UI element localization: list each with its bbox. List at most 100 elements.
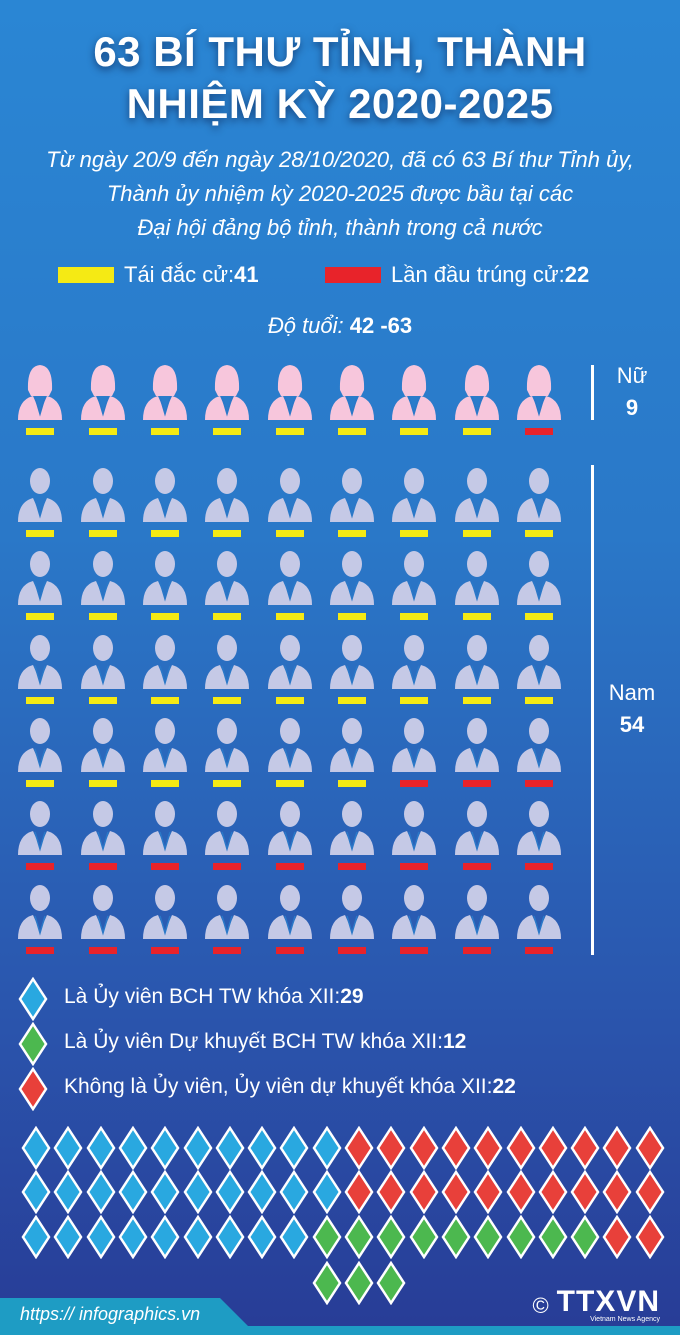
- footer-bar: [0, 1326, 680, 1335]
- first-elected-bar: [400, 779, 428, 787]
- reelected-bar: [151, 530, 179, 537]
- male-person-icon: [81, 717, 125, 787]
- reelected-bar: [338, 530, 366, 537]
- male-person-icon: [205, 551, 249, 621]
- blue-diamond-icon: [53, 1170, 83, 1214]
- membership-value: 22: [492, 1075, 516, 1098]
- male-person-icon: [143, 801, 187, 871]
- female-person-icon: [81, 365, 125, 435]
- red-diamond-icon: [635, 1215, 665, 1259]
- reelected-bar: [276, 530, 304, 537]
- reelected-bar: [276, 428, 304, 435]
- green-diamond-icon: [409, 1215, 439, 1259]
- male-label: Nam: [608, 680, 656, 705]
- reelected-bar: [213, 530, 241, 537]
- male-person-icon: [18, 801, 62, 871]
- male-person-icon: [392, 468, 436, 537]
- male-person-icon: [268, 717, 312, 787]
- footer-url[interactable]: https:// infographics.vn: [0, 1298, 250, 1328]
- green-diamond-icon: [441, 1215, 471, 1259]
- male-person-icon: [517, 551, 561, 621]
- blue-diamond-icon: [86, 1170, 116, 1214]
- age-label: Độ tuổi:: [267, 313, 350, 338]
- reelected-bar: [463, 530, 491, 537]
- legend-reelected: Tái đắc cử: 41: [58, 262, 259, 288]
- male-person-icon: [330, 634, 374, 704]
- male-person-icon: [268, 801, 312, 871]
- first-elected-bar: [463, 863, 491, 871]
- blue-diamond-icon: [183, 1126, 212, 1170]
- divider: [591, 465, 594, 955]
- red-swatch: [325, 267, 381, 283]
- reelected-bar: [26, 696, 54, 704]
- reelected-bar: [26, 613, 54, 621]
- red-diamond-icon: [538, 1170, 568, 1214]
- red-diamond-icon: [635, 1126, 665, 1170]
- reelected-bar: [276, 696, 304, 704]
- blue-diamond-icon: [53, 1126, 83, 1170]
- blue-diamond-icon: [279, 1215, 309, 1259]
- membership-legend-item: Là Ủy viên Dự khuyết BCH TW khóa XII: 12: [18, 1021, 467, 1067]
- male-person-icon: [81, 634, 125, 704]
- legend-first-elected: Lần đầu trúng cử: 22: [325, 262, 589, 288]
- red-diamond-icon: [538, 1126, 568, 1170]
- male-person-icon: [330, 884, 374, 954]
- reelected-bar: [338, 613, 366, 621]
- green-diamond-icon: [538, 1215, 568, 1259]
- male-person-icon: [517, 634, 561, 704]
- divider: [591, 365, 594, 420]
- reelected-bar: [463, 428, 491, 435]
- reelected-bar: [400, 428, 428, 435]
- reelected-bar: [463, 696, 491, 704]
- subtitle: Từ ngày 20/9 đến ngày 28/10/2020, đã có …: [0, 143, 680, 245]
- male-person-icon: [455, 717, 499, 787]
- male-person-icon: [455, 801, 499, 871]
- male-person-icon: [81, 884, 125, 954]
- agency-text: Vietnam News Agency: [590, 1316, 660, 1323]
- female-group-label: Nữ 9: [602, 360, 662, 424]
- blue-diamond-icon: [247, 1126, 277, 1170]
- female-person-icon: [392, 365, 436, 435]
- green-diamond-icon: [506, 1215, 535, 1259]
- first-elected-bar: [525, 946, 553, 954]
- first-elected-bar: [338, 863, 366, 871]
- female-person-icon: [268, 365, 312, 435]
- male-person-icon: [81, 551, 125, 621]
- age-value: 42 -63: [349, 313, 413, 338]
- first-elected-bar: [338, 946, 366, 954]
- green-diamond-icon: [18, 1021, 48, 1067]
- reelected-bar: [400, 696, 428, 704]
- male-person-icon: [18, 551, 62, 621]
- male-person-icon: [455, 634, 499, 704]
- blue-diamond-icon: [18, 976, 48, 1022]
- blue-diamond-icon: [53, 1215, 83, 1259]
- male-person-icon: [455, 468, 499, 537]
- title-line-2: NHIỆM KỲ 2020-2025: [126, 80, 554, 127]
- blue-diamond-icon: [150, 1170, 180, 1214]
- reelected-bar: [463, 613, 491, 621]
- reelected-bar: [26, 428, 54, 435]
- reelected-bar: [89, 530, 117, 537]
- first-elected-bar: [89, 863, 117, 871]
- male-person-icon: [268, 884, 312, 954]
- red-diamond-icon: [376, 1170, 406, 1214]
- male-count: 54: [619, 712, 645, 737]
- male-person-icon: [268, 468, 312, 537]
- blue-diamond-icon: [279, 1126, 309, 1170]
- logo-text: TTXVN: [556, 1285, 660, 1318]
- male-person-icon: [18, 468, 62, 537]
- male-person-icon: [517, 801, 561, 871]
- red-diamond-icon: [344, 1170, 374, 1214]
- female-count: 9: [625, 395, 639, 420]
- red-diamond-icon: [635, 1170, 665, 1214]
- first-elected-bar: [213, 863, 241, 871]
- membership-value: 29: [340, 985, 364, 1008]
- ttxvn-logo: © TTXVN Vietnam News Agency: [532, 1285, 660, 1324]
- red-diamond-icon: [409, 1126, 439, 1170]
- age-range: Độ tuổi: 42 -63: [0, 313, 680, 339]
- first-elected-bar: [213, 946, 241, 954]
- membership-value: 12: [442, 1030, 467, 1053]
- male-person-icon: [81, 468, 125, 537]
- female-person-icon: [205, 365, 249, 435]
- female-person-icon: [455, 365, 499, 435]
